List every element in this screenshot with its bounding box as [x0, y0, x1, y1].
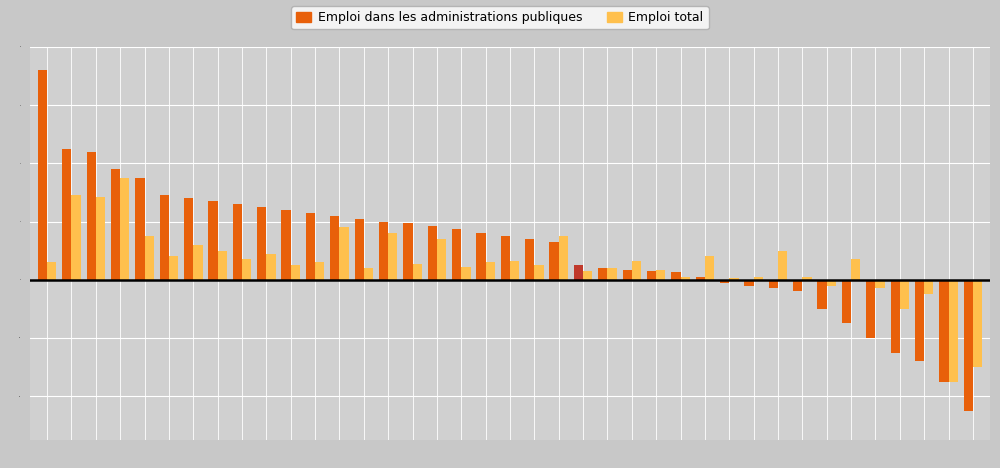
Bar — [510, 261, 519, 280]
Bar — [598, 268, 607, 280]
Bar — [964, 280, 973, 411]
Bar — [145, 236, 154, 280]
Bar — [330, 216, 339, 280]
Bar — [87, 152, 96, 280]
Bar — [842, 280, 851, 323]
Bar — [135, 178, 145, 280]
Bar — [233, 204, 242, 280]
Bar — [160, 195, 169, 280]
Bar — [793, 280, 802, 292]
Bar — [973, 280, 982, 367]
Bar — [729, 278, 739, 280]
Bar — [607, 268, 617, 280]
Bar — [413, 264, 422, 280]
Bar — [461, 267, 471, 280]
Bar — [866, 280, 875, 338]
Bar — [96, 197, 105, 280]
Bar — [802, 277, 812, 280]
Bar — [656, 270, 665, 280]
Bar — [120, 178, 129, 280]
Bar — [559, 236, 568, 280]
Bar — [754, 277, 763, 280]
Bar — [218, 251, 227, 280]
Bar — [257, 207, 266, 280]
Bar — [875, 280, 885, 288]
Bar — [452, 229, 461, 280]
Bar — [355, 219, 364, 280]
Bar — [671, 272, 681, 280]
Bar — [47, 262, 56, 280]
Bar — [851, 259, 860, 280]
Bar — [534, 265, 544, 280]
Bar — [632, 261, 641, 280]
Bar — [428, 226, 437, 280]
Bar — [339, 227, 349, 280]
Bar — [193, 245, 203, 280]
Bar — [242, 259, 251, 280]
Legend: Emploi dans les administrations publiques, Emploi total: Emploi dans les administrations publique… — [291, 6, 709, 29]
Bar — [827, 280, 836, 285]
Bar — [915, 280, 924, 361]
Bar — [62, 149, 71, 280]
Bar — [769, 280, 778, 288]
Bar — [169, 256, 178, 280]
Bar — [291, 265, 300, 280]
Bar — [744, 280, 754, 285]
Bar — [817, 280, 827, 309]
Bar — [924, 280, 933, 294]
Bar — [720, 280, 729, 283]
Bar — [681, 277, 690, 280]
Bar — [437, 239, 446, 280]
Bar — [949, 280, 958, 382]
Bar — [476, 233, 486, 280]
Bar — [583, 271, 592, 280]
Bar — [525, 239, 534, 280]
Bar — [623, 270, 632, 280]
Bar — [306, 213, 315, 280]
Bar — [184, 198, 193, 280]
Bar — [647, 271, 656, 280]
Bar — [266, 254, 276, 280]
Bar — [208, 201, 218, 280]
Bar — [315, 262, 324, 280]
Bar — [364, 268, 373, 280]
Bar — [38, 70, 47, 280]
Bar — [403, 223, 413, 280]
Bar — [778, 251, 787, 280]
Bar — [388, 233, 397, 280]
Bar — [891, 280, 900, 352]
Bar — [486, 262, 495, 280]
Bar — [900, 280, 909, 309]
Bar — [705, 256, 714, 280]
Bar — [549, 242, 559, 280]
Bar — [379, 221, 388, 280]
Bar — [574, 265, 583, 280]
Bar — [71, 195, 81, 280]
Bar — [501, 236, 510, 280]
Bar — [111, 169, 120, 280]
Bar — [696, 277, 705, 280]
Bar — [939, 280, 949, 382]
Bar — [281, 210, 291, 280]
